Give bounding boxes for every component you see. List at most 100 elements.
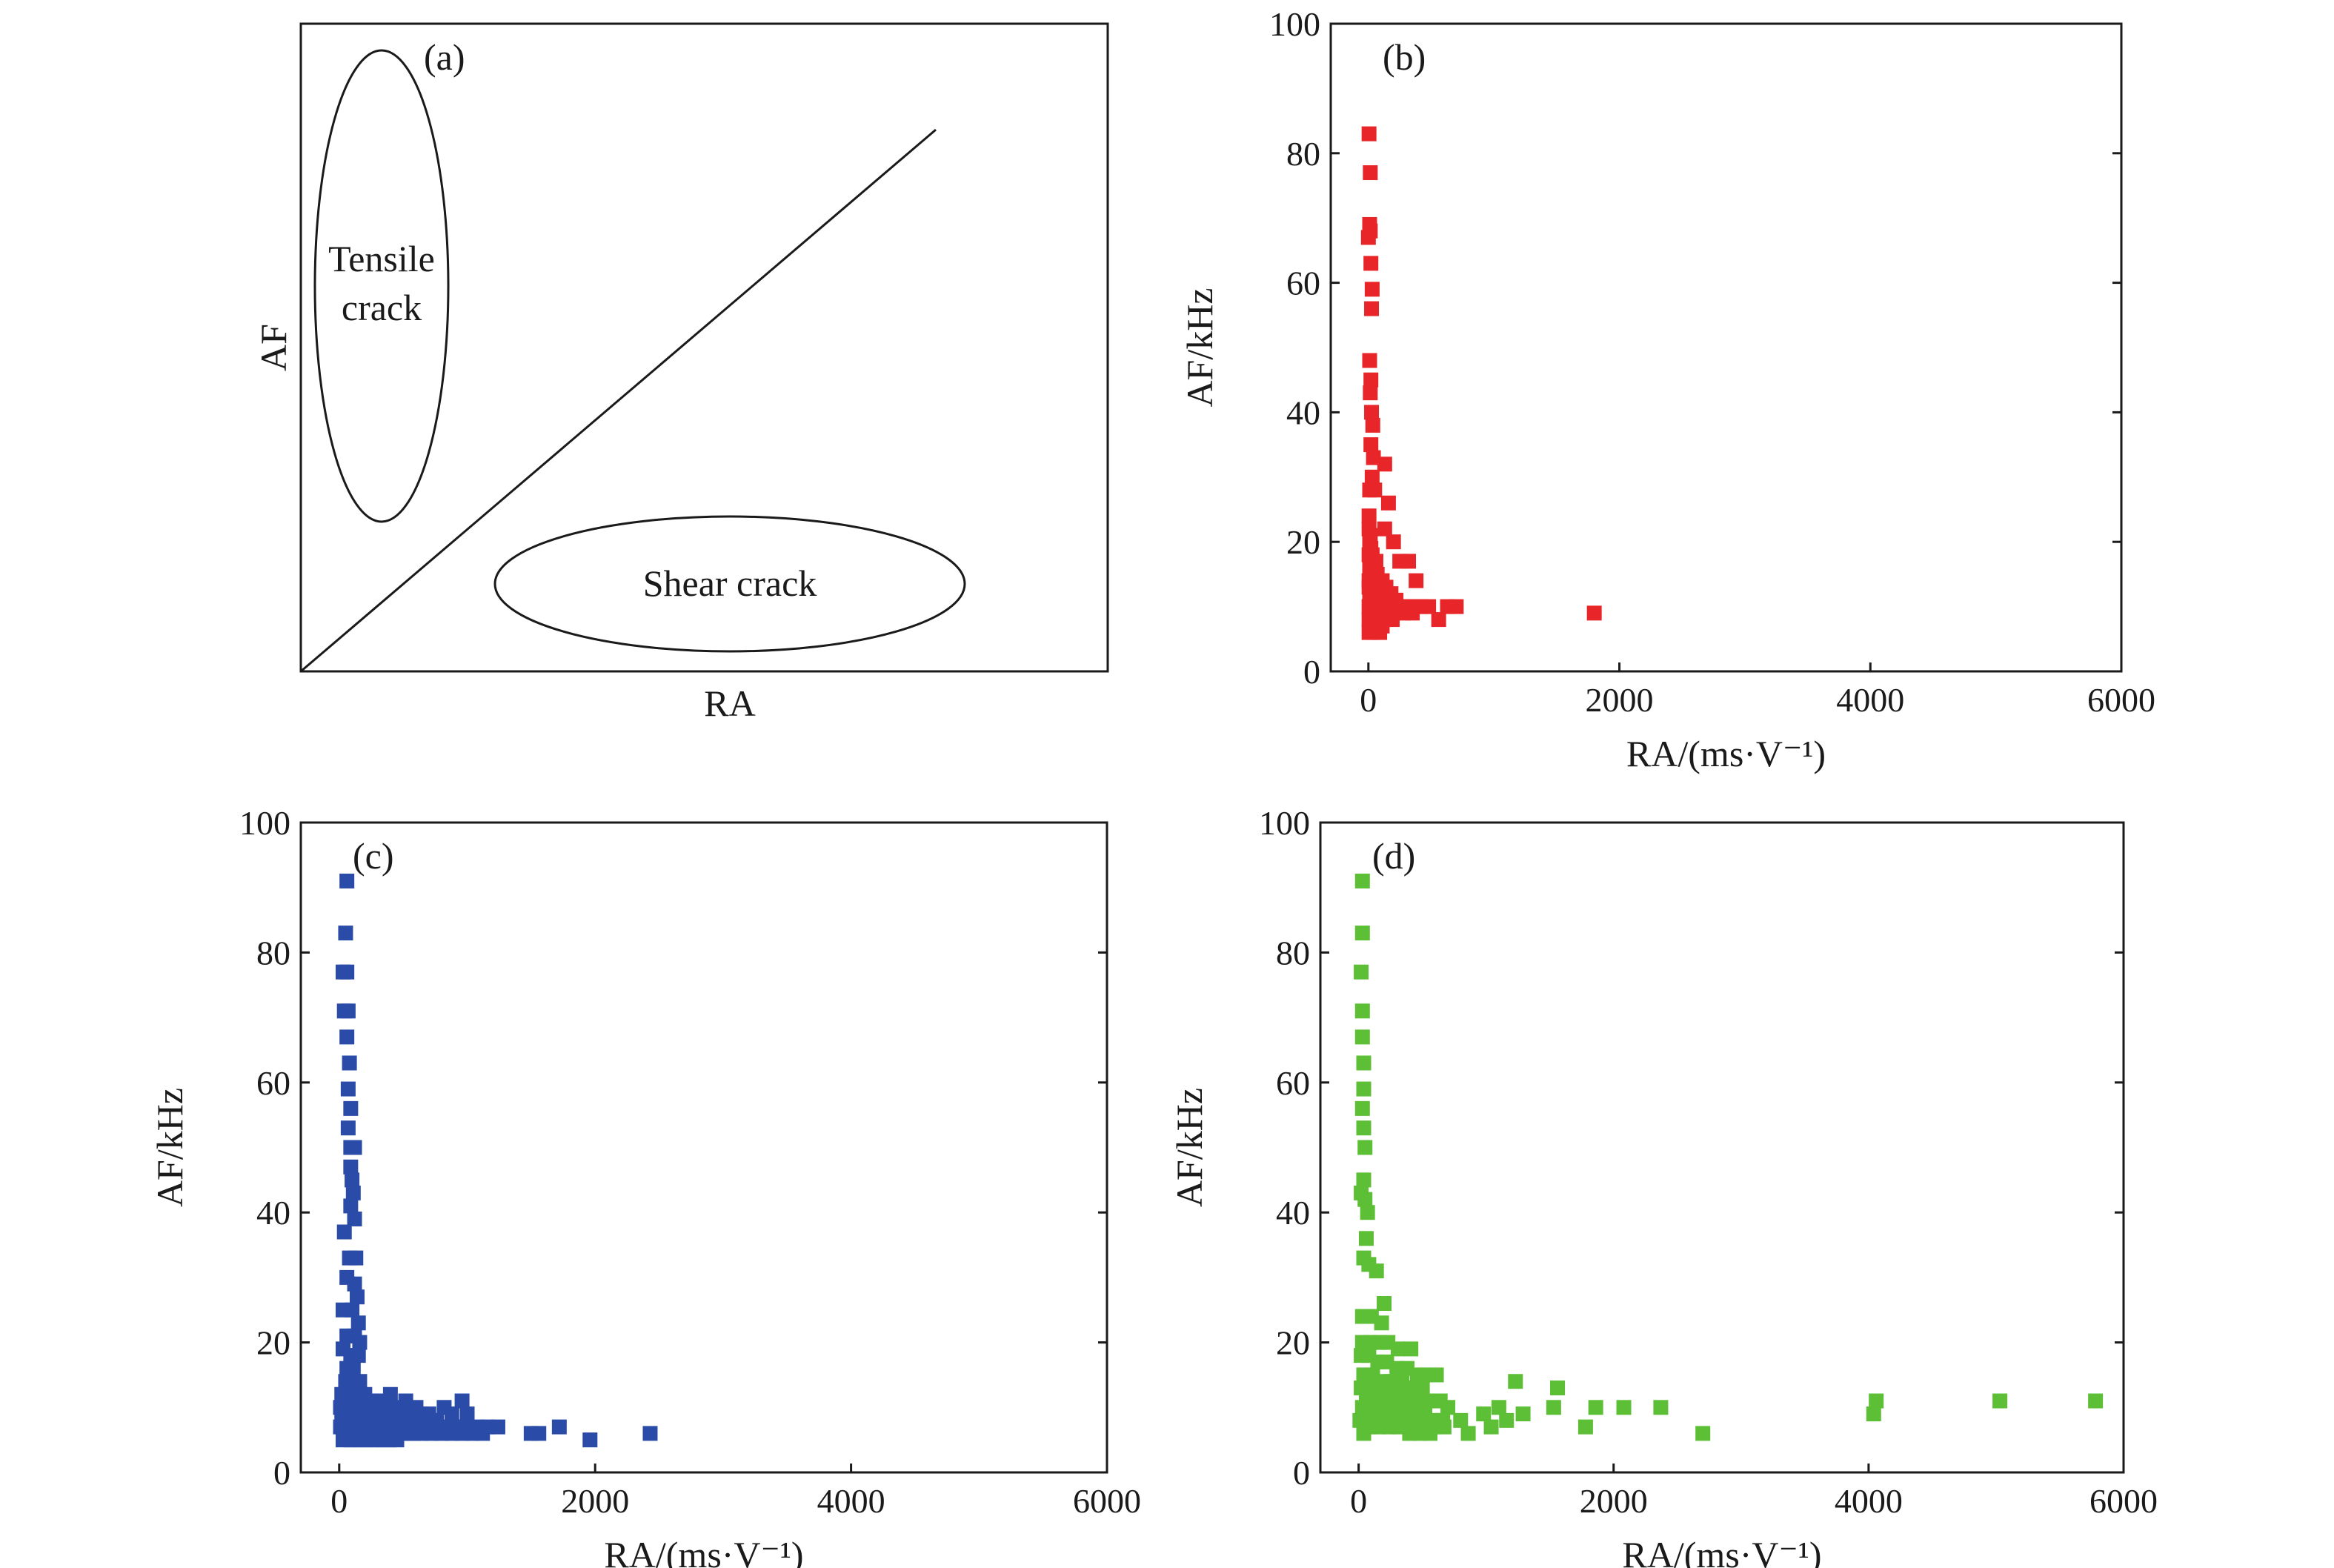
panel-c-data-point xyxy=(345,1185,361,1200)
panel-d-data-point xyxy=(1440,1400,1456,1415)
panel-d-data-point xyxy=(1616,1400,1632,1415)
panel-c-data-point xyxy=(338,1374,353,1389)
panel-d-data-point xyxy=(1436,1419,1452,1435)
panel-d-data-point xyxy=(1354,1100,1370,1116)
panel-b-data-point xyxy=(1377,521,1392,536)
panel-c-x-tick-label-3: 6000 xyxy=(1073,1482,1141,1520)
panel-b-y-tick-label-3: 60 xyxy=(1286,265,1320,302)
panel-c-y-tick-label-3: 60 xyxy=(256,1064,290,1102)
panel-b-data-point xyxy=(1401,554,1417,569)
panel-d-data-point xyxy=(1546,1400,1561,1415)
panel-b-frame xyxy=(1329,22,2123,673)
panel-d-data-point xyxy=(1453,1412,1469,1428)
panel-b-y-axis-title: AF/kHz xyxy=(1179,288,1220,407)
panel-c-data-point xyxy=(347,1140,362,1155)
panel-c-y-tick-label-0: 0 xyxy=(273,1454,290,1492)
panel-c-y-tick-label-1: 20 xyxy=(256,1324,290,1362)
panel-b-data-point xyxy=(1366,450,1381,465)
panel-d-x-tick-label-3: 6000 xyxy=(2089,1482,2158,1520)
panel-b-x-tick-label-3: 6000 xyxy=(2087,681,2155,719)
panel-a-frame xyxy=(299,22,1109,673)
panel-d-data-point xyxy=(1491,1400,1506,1415)
panel-b-data-point xyxy=(1405,605,1420,621)
panel-d-data-point xyxy=(1354,926,1370,941)
panel-a-y-axis-title: AF xyxy=(253,324,294,371)
panel-c-data-point xyxy=(490,1419,505,1435)
panel-d-data-point xyxy=(1354,964,1369,980)
panel-b-data-point xyxy=(1361,508,1377,524)
panel-c-data-point xyxy=(342,1055,357,1071)
panel-d-data-point xyxy=(1653,1400,1669,1415)
panel-b-data-point xyxy=(1380,495,1396,511)
panel-b-data-point xyxy=(1431,612,1446,628)
panel-c-data-point xyxy=(345,1302,360,1318)
panel-c-data-point xyxy=(389,1432,405,1448)
panel-b-y-tick-label-1: 20 xyxy=(1286,523,1320,561)
panel-d-x-axis-title: RA/(ms·V⁻¹) xyxy=(1622,1534,1821,1568)
panel-b-data-point xyxy=(1363,256,1379,271)
panel-d-data-point xyxy=(1869,1393,1884,1409)
panel-d-y-tick-label-4: 80 xyxy=(1276,934,1310,971)
panel-b-data-point xyxy=(1377,456,1392,472)
panel-c-data-point xyxy=(531,1426,547,1441)
panel-d-data-point xyxy=(1356,1055,1372,1071)
panel-d-data-point xyxy=(1577,1419,1593,1435)
panel-c-data-point xyxy=(582,1432,598,1448)
panel-d-data-point xyxy=(1390,1341,1406,1357)
panel-b-data-point xyxy=(1586,605,1602,621)
panel-c-data-point xyxy=(339,1029,355,1045)
panel-b-data-point xyxy=(1367,482,1383,498)
panel-c-data-point xyxy=(352,1374,368,1389)
panel-c-x-axis-title: RA/(ms·V⁻¹) xyxy=(604,1534,803,1568)
panel-d-data-point xyxy=(1414,1380,1430,1395)
panel-d-data-point xyxy=(1550,1380,1566,1395)
panel-c-data-point xyxy=(382,1386,398,1402)
panel-b-data-point xyxy=(1360,230,1376,245)
panel-a-schematic: (a) Tensile crack Shear crack RA AF xyxy=(253,22,1109,724)
panel-d-data-point xyxy=(1515,1406,1531,1422)
panel-c-data-point xyxy=(459,1406,475,1422)
panel-d-y-tick-label-3: 60 xyxy=(1276,1064,1310,1102)
shear-crack-label: Shear crack xyxy=(643,562,817,604)
panel-d-label: (d) xyxy=(1372,835,1415,877)
panel-c-data-point xyxy=(348,1250,364,1266)
panel-c-frame xyxy=(299,821,1108,1474)
panel-b-data-point xyxy=(1364,282,1380,297)
panel-b-data-point xyxy=(1362,353,1377,368)
panel-d-data-point xyxy=(1356,1172,1372,1188)
panel-c-y-axis-title: AF/kHz xyxy=(149,1088,190,1207)
panel-d-data-point xyxy=(1369,1263,1384,1279)
panel-c-data-point xyxy=(343,1159,359,1175)
panel-d-data-point xyxy=(1483,1419,1499,1435)
panel-b-data-point xyxy=(1363,372,1379,388)
panel-d-data-point xyxy=(1499,1412,1515,1428)
panel-c-x-tick-label-1: 2000 xyxy=(561,1482,629,1520)
panel-b-data-point xyxy=(1363,165,1378,181)
panel-c-data-point xyxy=(343,1100,359,1116)
panel-d-data-point xyxy=(1403,1341,1419,1357)
panel-c-data-point xyxy=(340,1081,356,1097)
panel-a-x-axis-title: RA xyxy=(704,682,755,724)
panel-c-data-point xyxy=(336,1224,352,1240)
panel-c-data-point xyxy=(339,873,355,888)
boundary-line xyxy=(300,128,937,673)
panel-b-chart: 0 2000 4000 6000 0 20 40 60 80 100 RA/(ms·V⁻¹) AF/k… xyxy=(1179,5,2155,774)
panel-d-data-point xyxy=(1866,1406,1881,1422)
panel-d-data-point xyxy=(1354,873,1370,888)
panel-b-data-point xyxy=(1386,534,1401,550)
panel-d-y-tick-label-5: 100 xyxy=(1259,804,1310,842)
panel-b-data-point xyxy=(1365,417,1380,433)
panel-c-data-point xyxy=(345,1361,361,1376)
panel-c-data-point xyxy=(339,964,355,980)
panel-c-label: (c) xyxy=(353,835,394,877)
panel-b-x-tick-label-1: 2000 xyxy=(1586,681,1654,719)
panel-d-data-point xyxy=(1374,1315,1389,1331)
panel-d-data-point xyxy=(1422,1426,1437,1441)
panel-c-y-tick-label-4: 80 xyxy=(256,934,290,971)
panel-b-data-point xyxy=(1409,573,1424,588)
panel-d-data-point xyxy=(1354,1003,1370,1019)
panel-c-data-point xyxy=(343,1198,359,1214)
panel-b-data-point xyxy=(1421,599,1437,614)
panel-c-x-tick-label-0: 0 xyxy=(330,1482,348,1520)
panel-c-data-point xyxy=(340,1003,356,1019)
